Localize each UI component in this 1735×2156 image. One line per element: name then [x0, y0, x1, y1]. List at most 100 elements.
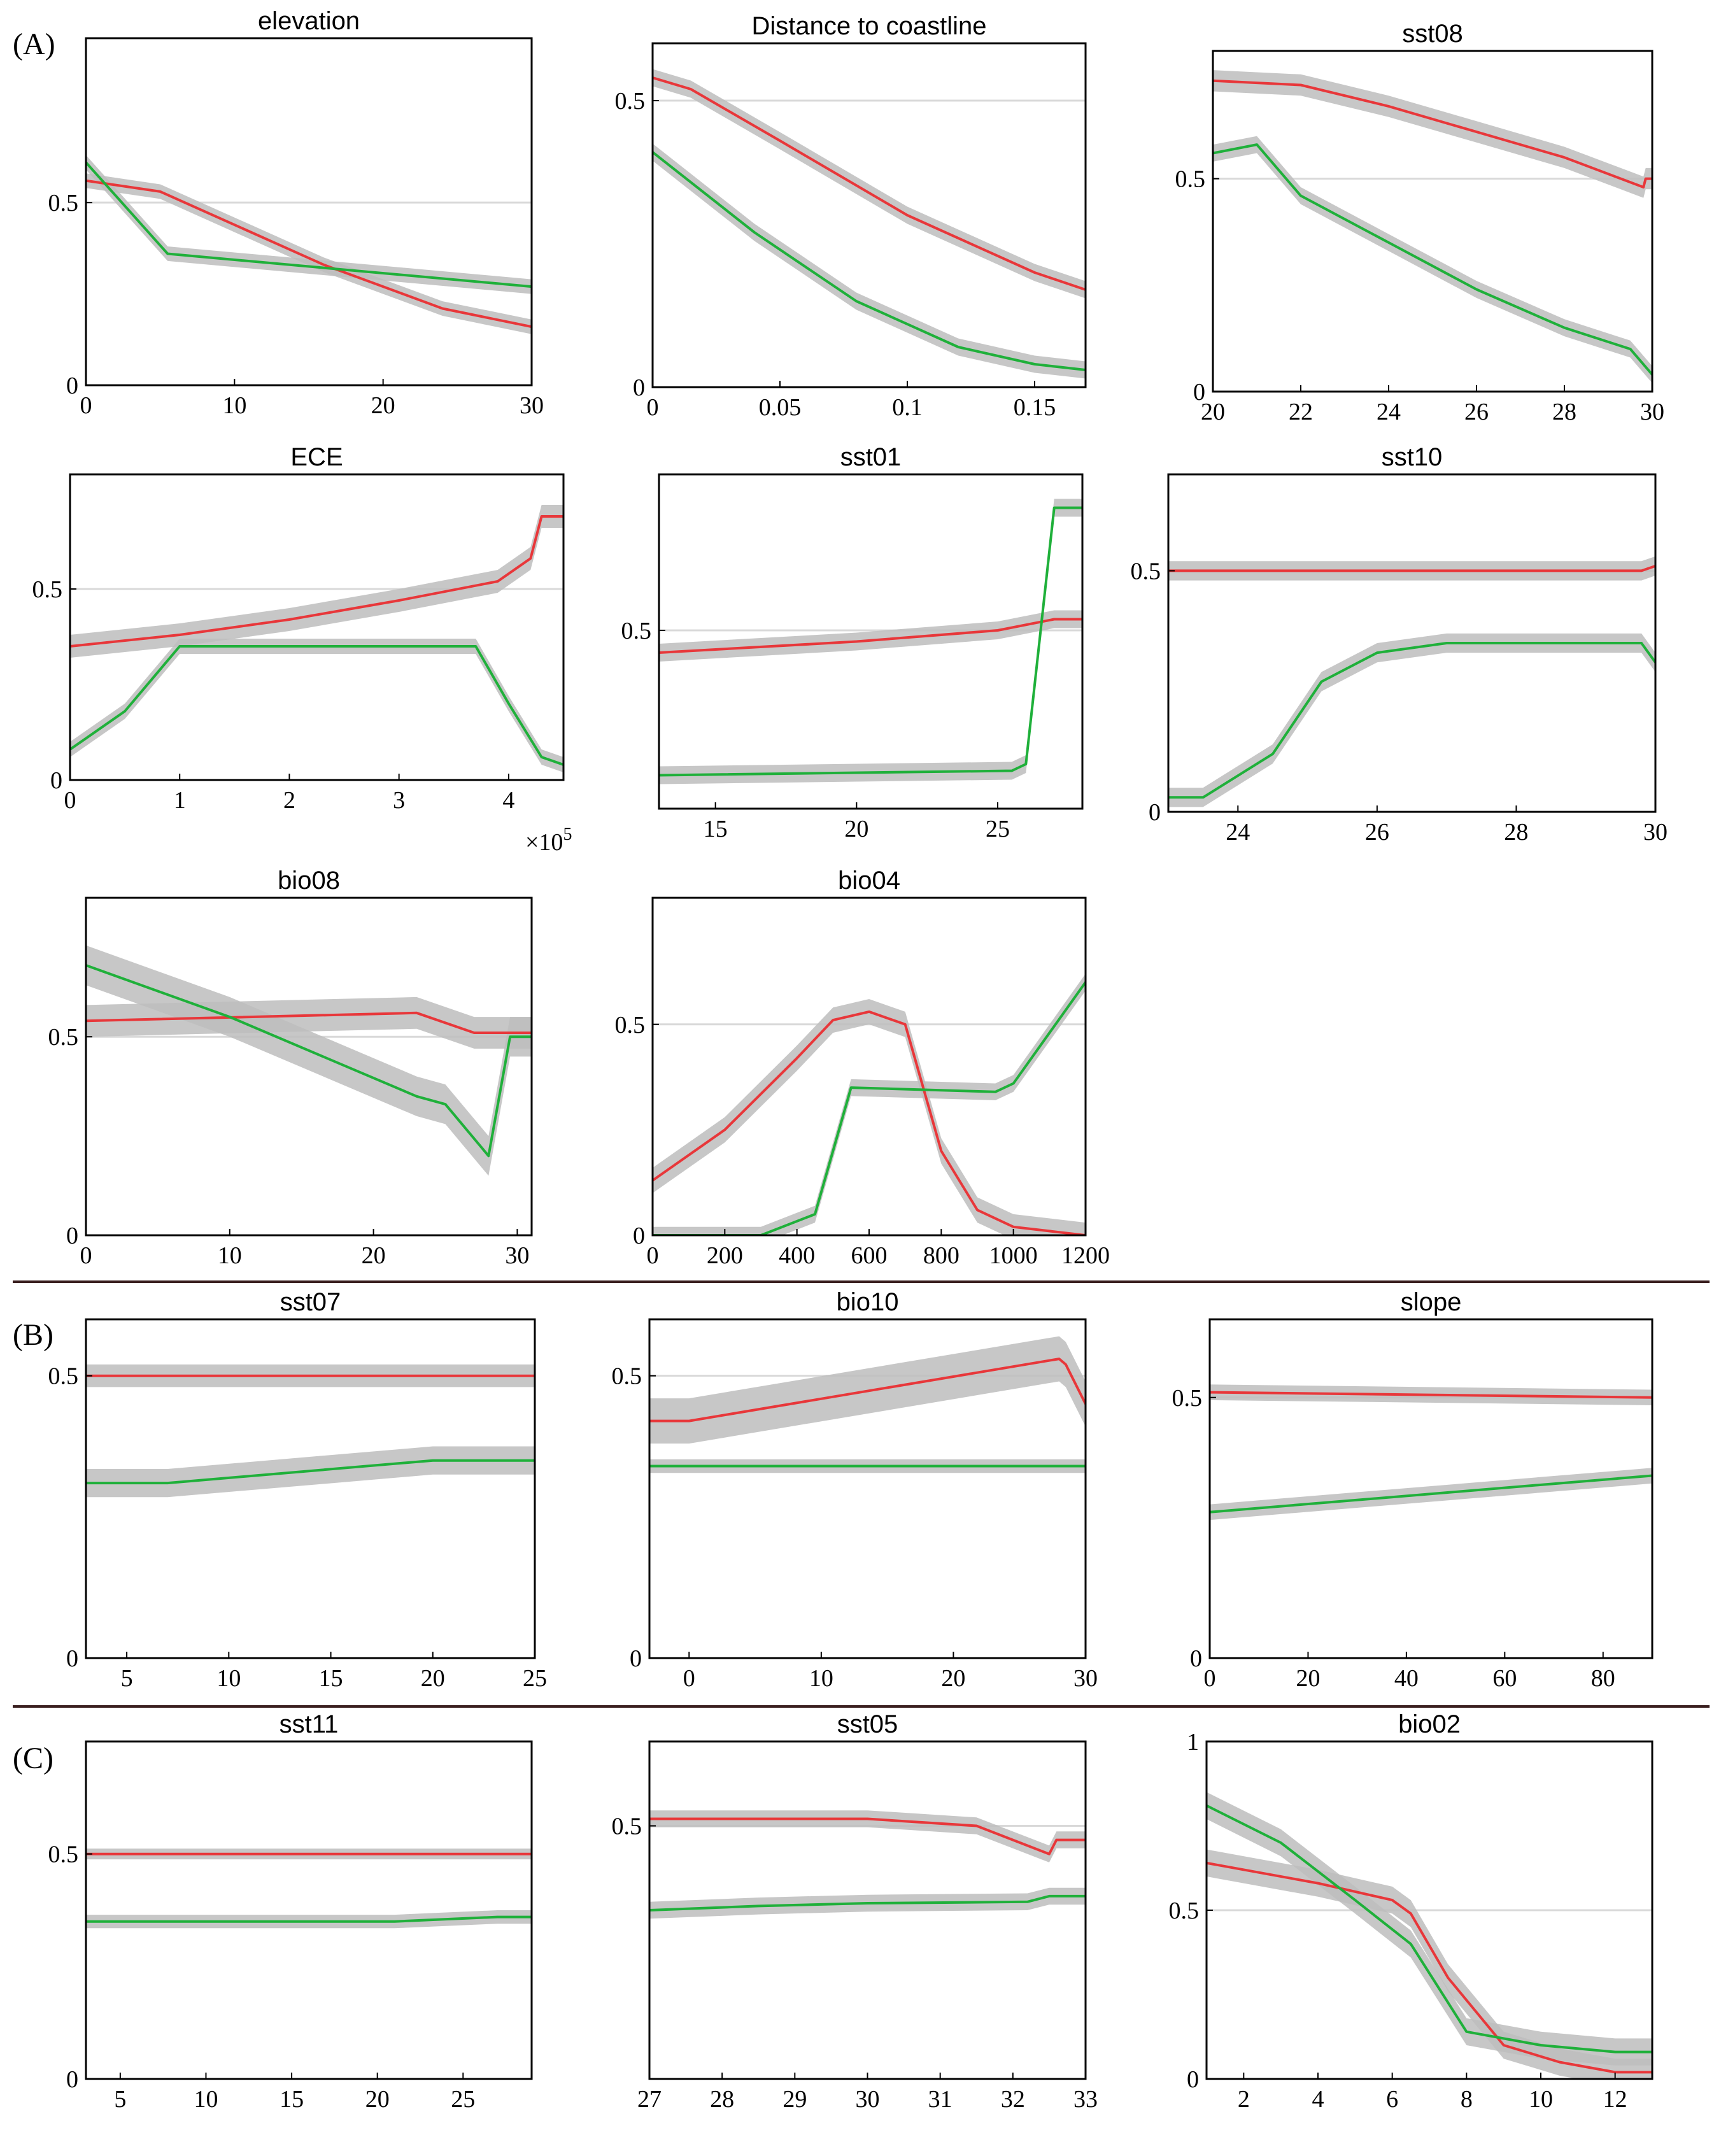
y-tick-label: 0 — [1193, 379, 1205, 406]
x-tick-label: 12 — [1603, 2086, 1627, 2113]
y-tick-label: 0 — [66, 372, 78, 399]
y-tick-label: 1 — [1187, 1729, 1199, 1755]
x-tick-label: 20 — [362, 1242, 386, 1269]
chart-title: sst01 — [840, 443, 902, 471]
x-tick-label: 10 — [194, 2086, 218, 2113]
green-confidence-band — [70, 639, 563, 772]
x-tick-label: 22 — [1289, 399, 1313, 425]
panel-sst10: sst10 24 26 28 30 0 0.5 — [1131, 443, 1668, 846]
panel-elevation: elevation 0 10 20 30 0 0.5 — [48, 7, 544, 419]
y-tick-label: 0 — [633, 374, 645, 401]
chart-title: Distance to coastline — [751, 12, 986, 40]
x-tick-label: 400 — [779, 1242, 815, 1269]
x-tick-label: 0 — [647, 1242, 659, 1269]
x-tick-label: 20 — [421, 1665, 445, 1692]
green-confidence-band — [1213, 136, 1652, 383]
x-tick-label: 20 — [1201, 399, 1225, 425]
section-label-a: (A) — [13, 27, 55, 61]
x-tick-label: 20 — [941, 1665, 965, 1692]
red-series-line — [86, 179, 532, 329]
y-tick-label: 0.5 — [612, 1363, 642, 1390]
plot-frame — [658, 473, 1084, 810]
x-tick-label: 15 — [319, 1665, 343, 1692]
panel-ece: ECE 0 1 2 3 4 0 0.5 ×105 — [32, 443, 572, 856]
chart-title: bio08 — [278, 867, 340, 895]
section-label-b: (B) — [13, 1318, 53, 1352]
panel-sst07: sst07 5 10 15 20 25 0 0.5 — [48, 1288, 548, 1692]
x-tick-label: 32 — [1001, 2086, 1025, 2113]
red-series-line — [1168, 565, 1655, 572]
x-tick-label: 20 — [844, 816, 868, 842]
chart-title: sst10 — [1382, 443, 1443, 471]
plot-frame — [69, 473, 565, 781]
panel-distance-to-coastline: Distance to coastline 0 0.05 0.1 0.15 0 0.5 — [615, 12, 1087, 421]
green-series-line — [649, 1894, 1086, 1911]
red-confidence-band — [653, 999, 1086, 1235]
red-series-line — [1210, 1391, 1652, 1399]
green-series-line — [86, 1459, 535, 1485]
x-tick-label: 5 — [121, 1665, 133, 1692]
plot-frame — [651, 42, 1087, 388]
chart-title: elevation — [258, 7, 360, 35]
x-tick-label: 40 — [1394, 1665, 1419, 1692]
panel-slope: slope 0 20 40 60 80 0 0.5 — [1172, 1288, 1654, 1692]
x-tick-label: 0.1 — [892, 394, 923, 421]
red-confidence-band — [659, 610, 1082, 662]
panel-sst11: sst11 5 10 15 20 25 0 0.5 — [48, 1710, 533, 2113]
y-tick-label: 0.5 — [48, 190, 79, 216]
panel-bio10: bio10 0 10 20 30 0 0.5 — [612, 1288, 1098, 1692]
x-tick-label: 2 — [283, 787, 295, 814]
x-tick-label: 20 — [371, 392, 395, 419]
chart-title: sst11 — [280, 1710, 339, 1738]
x-tick-label: 200 — [707, 1242, 743, 1269]
x-tick-label: 25 — [451, 2086, 475, 2113]
x-tick-label: 0 — [64, 787, 76, 814]
y-tick-label: 0.5 — [1131, 558, 1161, 585]
green-confidence-band — [86, 945, 532, 1176]
green-confidence-band — [1168, 633, 1655, 807]
panel-bio02: bio02 2 4 6 8 10 12 0 0.5 1 — [1169, 1710, 1654, 2113]
chart-title: sst07 — [280, 1288, 341, 1316]
panel-sst05: sst05 27 28 29 30 31 32 33 0.5 — [612, 1710, 1098, 2113]
x-tick-label: 10 — [809, 1665, 833, 1692]
plot-frame — [85, 37, 533, 387]
green-series-line — [659, 506, 1082, 777]
y-tick-label: 0.5 — [621, 618, 652, 644]
x-tick-label: 10 — [222, 392, 246, 419]
y-tick-label: 0 — [630, 1645, 642, 1672]
y-tick-label: 0.5 — [48, 1024, 79, 1051]
plot-frame — [85, 1740, 533, 2080]
y-tick-label: 0 — [1187, 2066, 1199, 2093]
x-tick-label: 0.15 — [1014, 394, 1056, 421]
x-tick-label: 1000 — [989, 1242, 1038, 1269]
x-tick-label: 800 — [923, 1242, 960, 1269]
x-tick-label: 25 — [523, 1665, 547, 1692]
x-tick-label: 33 — [1073, 2086, 1098, 2113]
red-confidence-band — [70, 505, 563, 658]
green-series-line — [86, 161, 532, 288]
x-multiplier-exponent: 5 — [563, 825, 572, 844]
y-tick-label: 0.5 — [48, 1841, 79, 1868]
x-tick-label: 24 — [1377, 399, 1401, 425]
green-confidence-band — [1207, 1792, 1652, 2066]
x-tick-label: 4 — [1312, 2086, 1324, 2113]
y-tick-label: 0.5 — [1172, 1385, 1203, 1412]
y-tick-label: 0.5 — [1175, 166, 1206, 193]
green-series-line — [86, 1915, 532, 1923]
x-tick-label: 20 — [365, 2086, 390, 2113]
x-tick-label: 1 — [174, 787, 186, 814]
y-tick-label: 0 — [66, 1223, 78, 1249]
x-tick-label: 6 — [1386, 2086, 1398, 2113]
green-series-line — [653, 981, 1086, 1235]
x-tick-label: 30 — [1073, 1665, 1098, 1692]
x-tick-label: 26 — [1365, 819, 1389, 846]
plot-frame — [1208, 1318, 1654, 1659]
red-confidence-band — [1168, 556, 1655, 581]
panel-sst08: sst08 20 22 24 26 28 30 0 0.5 — [1175, 20, 1665, 425]
x-tick-label: 30 — [1640, 399, 1664, 425]
panel-bio04: bio04 0 200 400 600 800 1000 1200 0 0.5 — [615, 867, 1110, 1269]
panel-sst01: sst01 15 20 25 0.5 — [621, 443, 1084, 842]
y-tick-label: 0 — [66, 2066, 78, 2093]
